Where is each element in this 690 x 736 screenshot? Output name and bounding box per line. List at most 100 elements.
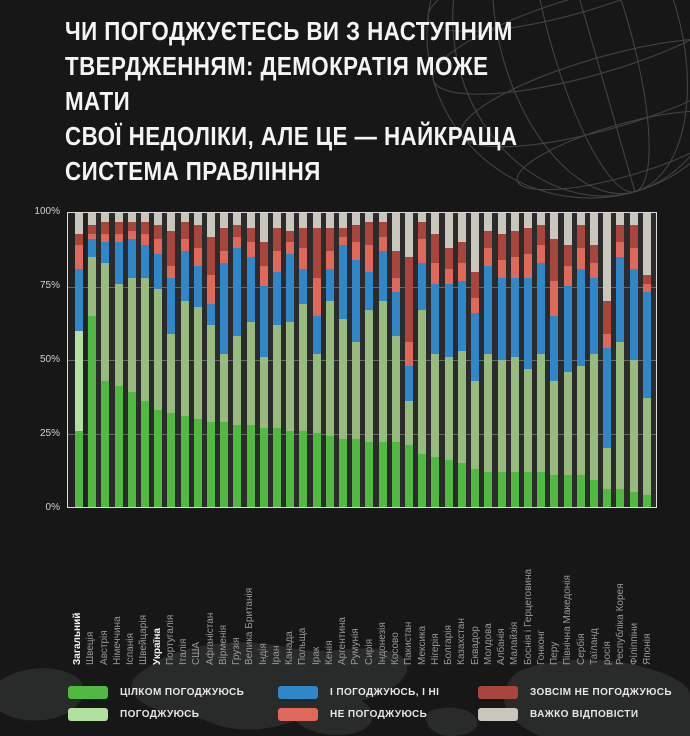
- x-axis-label: Еквадор: [469, 626, 481, 665]
- x-axis-label: Румунія: [350, 628, 362, 665]
- bar-segment-strongly-disagree: [629, 224, 638, 249]
- bar-segment-both: [484, 265, 493, 355]
- bar-segment-strongly-agree: [114, 386, 123, 507]
- bar-segment-both: [523, 277, 532, 369]
- bar-segment-both: [418, 262, 427, 310]
- x-axis-label: Велика Британія: [244, 587, 256, 665]
- bar-segment-strongly-disagree: [154, 224, 163, 240]
- bar-segment-disagree: [563, 265, 572, 287]
- bar-segment-strongly-disagree: [550, 239, 559, 281]
- bar-segment-hard-to-say: [510, 213, 519, 231]
- bar-segment-agree: [273, 324, 282, 428]
- bar: [246, 213, 255, 507]
- bar-segment-agree: [576, 365, 585, 475]
- bar-segment-disagree: [180, 239, 189, 252]
- bar-segment-strongly-disagree: [471, 271, 480, 299]
- bar-segment-both: [259, 286, 268, 358]
- bar-segment-both: [312, 315, 321, 355]
- bar-segment-disagree: [550, 280, 559, 316]
- legend-label: ВАЖКО ВІДПОВІСТИ: [530, 709, 639, 720]
- bar-segment-agree: [312, 354, 321, 434]
- bar-segment-strongly-agree: [550, 474, 559, 507]
- bar-segment-strongly-disagree: [299, 227, 308, 249]
- x-axis-label: Пакистан: [403, 621, 415, 665]
- bar-segment-strongly-agree: [233, 424, 242, 507]
- bar-segment-hard-to-say: [405, 213, 414, 258]
- bar-segment-hard-to-say: [629, 213, 638, 225]
- bar-segment-strongly-agree: [299, 430, 308, 507]
- bar-segment-disagree: [629, 248, 638, 269]
- bar-segment-agree: [563, 371, 572, 475]
- bar-segment-agree: [378, 301, 387, 443]
- legend-item-strongly-agree: ЦІЛКОМ ПОГОДЖУЮСЬ: [68, 686, 278, 699]
- bar-segment-disagree: [220, 251, 229, 263]
- bar-segment-hard-to-say: [457, 213, 466, 243]
- bar-segment-strongly-disagree: [497, 233, 506, 261]
- bar: [471, 213, 480, 507]
- bar: [431, 213, 440, 507]
- bar-segment-agree: [180, 301, 189, 416]
- bar-segment-strongly-agree: [154, 409, 163, 507]
- bar-segment-disagree: [352, 242, 361, 260]
- bar-segment-disagree: [233, 236, 242, 249]
- bar-segment-disagree: [339, 236, 348, 246]
- bar-segment-strongly-agree: [259, 427, 268, 507]
- bar-segment-strongly-agree: [325, 436, 334, 507]
- bar: [114, 213, 123, 507]
- bar: [167, 213, 176, 507]
- bar-segment-strongly-agree: [180, 415, 189, 507]
- bar-segment-both: [550, 315, 559, 381]
- bar-segment-hard-to-say: [259, 213, 268, 243]
- bar: [312, 213, 321, 507]
- bar-segment-agree: [352, 342, 361, 440]
- bar-segment-strongly-agree: [207, 421, 216, 507]
- bar-segment-agree: [220, 354, 229, 422]
- bar-segment-hard-to-say: [154, 213, 163, 225]
- bar-segment-agree: [365, 310, 374, 443]
- x-axis-label: Аргентина: [337, 617, 348, 665]
- bar-segment-disagree: [127, 230, 136, 240]
- gridline: [68, 286, 656, 288]
- bar-segment-hard-to-say: [616, 213, 625, 225]
- bar-segment-hard-to-say: [431, 213, 440, 234]
- bar: [589, 213, 598, 507]
- legend-swatch-disagree: [278, 708, 318, 721]
- bar-segment-hard-to-say: [550, 213, 559, 240]
- y-axis-tick: 100%: [34, 206, 60, 217]
- bar-segment-disagree: [642, 283, 651, 293]
- bar: [484, 213, 493, 507]
- bar-segment-hard-to-say: [286, 213, 295, 231]
- x-axis-label: Мексика: [416, 625, 428, 665]
- bar-segment-strongly-agree: [378, 442, 387, 507]
- x-axis-label: Гонконг: [535, 629, 547, 665]
- bar-segment-both: [88, 239, 97, 258]
- bar-segment-agree: [405, 401, 414, 446]
- bar-segment-hard-to-say: [444, 213, 453, 249]
- bar: [510, 213, 519, 507]
- bar: [642, 213, 651, 507]
- bar-segment-both: [167, 277, 176, 334]
- bar-segment-agree: [523, 368, 532, 472]
- x-axis-label: Нігерія: [429, 633, 441, 665]
- bar-segment-agree: [114, 283, 123, 387]
- bar-segment-strongly-disagree: [418, 221, 427, 240]
- bar-segment-both: [457, 280, 466, 352]
- bar-segment-strongly-agree: [418, 454, 427, 507]
- bar: [127, 213, 136, 507]
- bar-segment-disagree: [471, 298, 480, 313]
- bar-segment-strongly-disagree: [391, 251, 400, 278]
- bar-segment-agree: [616, 342, 625, 490]
- x-axis-label: Косово: [390, 632, 401, 665]
- bar: [563, 213, 572, 507]
- x-axis-label: Болгарія: [443, 625, 454, 665]
- bar-segment-disagree: [510, 257, 519, 278]
- bar-segment-disagree: [101, 233, 110, 243]
- bar-segment-hard-to-say: [603, 213, 612, 302]
- x-axis-label: Сербія: [575, 633, 587, 665]
- x-axis-label: Польща: [297, 627, 309, 665]
- y-axis-tick: 0%: [45, 502, 60, 513]
- bar-segment-strongly-agree: [286, 430, 295, 507]
- bar: [193, 213, 202, 507]
- bar-segment-strongly-agree: [563, 474, 572, 507]
- bar: [220, 213, 229, 507]
